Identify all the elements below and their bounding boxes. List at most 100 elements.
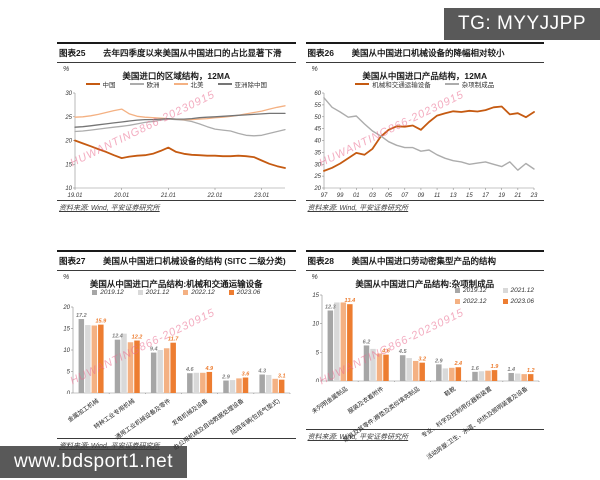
chart-area-25: % 美国进口的区域结构，12MA 中国 欧洲 北美 亚洲除中国 10 15 20 25 30 1…: [57, 63, 296, 200]
legend-label: 机械和交通运输设备: [372, 82, 431, 89]
legend-item: 中国: [85, 79, 116, 89]
plot-wrap: 20 25 30 35 40 45 50 55 60 97 99 01 03 05 07 09 11 13 15 17…: [306, 90, 545, 200]
source-line: 资料来源: Wind, 平安证券研究所: [57, 438, 296, 451]
svg-text:21.01: 21.01: [160, 193, 176, 199]
legend-label: 2021.12: [510, 287, 535, 294]
svg-text:1.9: 1.9: [490, 364, 499, 370]
svg-text:01: 01: [352, 193, 359, 199]
svg-text:9.4: 9.4: [150, 347, 158, 353]
legend-item: 亚洲除中国: [217, 79, 267, 89]
plot-wrap: 10 15 20 25 30 19.01 20.01 21.01 22.01 23.01: [57, 90, 296, 200]
legend-swatch: [502, 288, 508, 293]
chart-area-28: % 美国从中国进口产品结构:杂项制成品 2019.12 2021.12 2022.1…: [306, 271, 545, 461]
svg-text:20.01: 20.01: [113, 193, 129, 199]
svg-text:13.4: 13.4: [344, 298, 355, 304]
bar-plot-svg: 0 5 10 15 12.3 13.4 6.2 4.6 4.5 3.2 2.9 2.4 1.6 1.9 1.…: [312, 293, 539, 382]
legend-swatch: [355, 83, 370, 85]
legend-swatch: [228, 289, 234, 295]
svg-text:17: 17: [482, 193, 489, 199]
svg-text:1.4: 1.4: [507, 367, 515, 373]
legend-label: 中国: [102, 82, 116, 89]
svg-text:19.01: 19.01: [67, 193, 82, 199]
legend-swatch: [455, 299, 460, 304]
svg-text:09: 09: [417, 193, 424, 199]
svg-text:15: 15: [312, 293, 319, 299]
svg-text:10: 10: [65, 186, 72, 192]
legend-label: 2022.12: [191, 288, 215, 296]
figure-caption: 美国从中国进口机械设备的降幅相对较小: [351, 48, 505, 58]
svg-text:03: 03: [369, 193, 376, 199]
figure-28-header: 图表28 美国从中国进口劳动密集型产品的结构: [305, 250, 544, 271]
svg-text:45: 45: [314, 127, 321, 133]
svg-text:1.6: 1.6: [471, 366, 480, 372]
svg-text:20: 20: [62, 305, 70, 311]
chart-area-27: % 美国从中国进口产品结构:机械和交通运输设备 2019.12 2021.12 20…: [57, 271, 296, 452]
svg-text:50: 50: [314, 115, 321, 121]
legend-swatch: [85, 83, 100, 85]
figure-caption: 美国从中国进口机械设备的结构 (SITC 二级分类): [103, 256, 286, 266]
legend-swatch: [217, 83, 232, 85]
svg-text:2.4: 2.4: [453, 361, 462, 367]
svg-text:25: 25: [313, 174, 321, 180]
legend-swatch: [444, 83, 459, 85]
svg-text:20: 20: [313, 186, 321, 192]
figure-27-header: 图表27 美国从中国进口机械设备的结构 (SITC 二级分类): [57, 250, 296, 271]
svg-text:20: 20: [64, 139, 72, 145]
svg-text:21: 21: [513, 193, 521, 199]
chart-title: 美国从中国进口产品结构:机械和交通运输设备: [89, 279, 263, 289]
legend-item: 杂项制成品: [444, 79, 494, 89]
svg-text:35: 35: [314, 150, 321, 156]
legend-item: 2022.12: [183, 289, 215, 296]
legend-label: 2019.12: [463, 287, 487, 294]
legend-label: 2023.06: [236, 288, 261, 296]
figure-25-block: 图表25 去年四季度以来美国从中国进口的占比显著下滑 % 美国进口的区域结构，1…: [57, 42, 296, 212]
svg-text:4.3: 4.3: [257, 369, 266, 375]
legend-item: 欧洲: [129, 79, 160, 89]
chart-title: 美国从中国进口产品结构，12MA: [362, 71, 488, 81]
telegram-banner: TG: MYYJJPP: [444, 8, 600, 40]
axis-unit-label: %: [63, 66, 70, 73]
figure-28-block: 图表28 美国从中国进口劳动密集型产品的结构 % 美国从中国进口产品结构:杂项制…: [305, 250, 545, 461]
chart-title: 美国从中国进口产品结构:杂项制成品: [355, 279, 495, 289]
bar-plot-svg: 0 5 10 15 20 17.2 15.9 12.4 12.2 9.4 11.7 4.6 4.9 2.9…: [62, 305, 291, 394]
svg-text:60: 60: [314, 91, 321, 97]
plot-wrap: 0 5 10 15 12.3 13.4 6.2 4.6 4.5 3.2 2.9 2.4 1.6 1.9 1.…: [306, 286, 545, 382]
svg-text:15.9: 15.9: [95, 319, 107, 325]
source-line: 资料来源: Wind, 平安证券研究所: [305, 429, 544, 442]
svg-text:17.2: 17.2: [76, 313, 87, 319]
figure-26-header: 图表26 美国从中国进口机械设备的降幅相对较小: [305, 42, 544, 63]
axis-unit-label: %: [311, 274, 318, 281]
legend-item: 2023.06: [228, 288, 261, 296]
legend-label: 欧洲: [146, 82, 160, 89]
svg-text:11: 11: [433, 193, 439, 199]
legend-swatch: [455, 288, 460, 293]
svg-text:15: 15: [63, 327, 70, 333]
svg-text:19: 19: [498, 193, 505, 199]
legend-label: 北美: [190, 82, 204, 89]
svg-text:05: 05: [385, 193, 392, 199]
svg-text:6.2: 6.2: [362, 340, 370, 346]
figure-caption: 美国从中国进口劳动密集型产品的结构: [351, 256, 497, 266]
chart-legend: 2019.12 2021.12 2022.12 2023.06: [57, 286, 296, 298]
svg-text:12.4: 12.4: [112, 334, 123, 340]
svg-text:07: 07: [401, 193, 408, 199]
legend-item: 2019.12: [455, 287, 487, 294]
chart-title-row: % 美国从中国进口产品结构，12MA: [306, 63, 545, 81]
legend-swatch: [92, 289, 98, 295]
legend-swatch: [183, 289, 189, 295]
line-plot-svg: 10 15 20 25 30 19.01 20.01 21.01 22.01 23.01: [64, 91, 286, 199]
legend-swatch: [502, 299, 508, 304]
svg-text:12.2: 12.2: [132, 335, 143, 341]
svg-text:99: 99: [336, 193, 343, 199]
svg-text:0: 0: [67, 391, 71, 394]
legend-swatch: [173, 83, 188, 85]
svg-text:25: 25: [64, 115, 72, 121]
legend-item: 2021.12: [137, 289, 169, 296]
bar-category-labels: 金属加工机械 特种工业专用机械 通用工业机械设备及零件 发电机械及设备 办公用机械及自动…: [57, 394, 296, 451]
bar-category-labels: 未列明金属制品 服装及衣着附件 家具及其零件;褥垫及类似填充制品 鞋靴 专业、科学及控制…: [306, 382, 545, 461]
svg-text:55: 55: [314, 103, 321, 109]
legend-swatch: [137, 289, 143, 295]
bar-category-label: 未列明金属制品: [310, 386, 349, 416]
chart-legend: 2019.12 2021.12 2022.12 2023.06: [455, 287, 535, 305]
legend-label: 2022.12: [463, 298, 487, 305]
